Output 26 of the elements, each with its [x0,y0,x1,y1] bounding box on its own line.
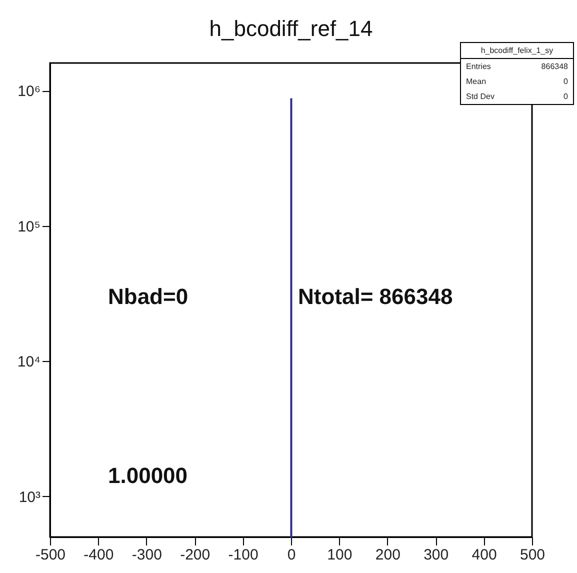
x-tick-label: 300 [424,546,449,564]
annotation: Nbad=0 [108,284,188,309]
annotation: Ntotal= 866348 [298,284,453,309]
x-tick-label: -300 [132,546,162,564]
y-tick-label: 10⁴ [17,354,40,371]
text: 866348 [541,62,568,71]
x-tick-label: -100 [228,546,258,564]
annotation: Mean [466,77,486,86]
x-tick-label: -500 [35,546,66,564]
x-tick-label: 400 [472,546,497,564]
annotation: Std Dev [466,92,494,101]
x-tick-label: 200 [375,546,400,564]
x-tick-label: -400 [84,546,114,564]
y-tick-label: 10⁶ [18,83,40,100]
annotation: 1.00000 [108,463,188,488]
x-tick-label: 500 [520,546,546,564]
x-tick-label: 0 [287,546,296,564]
x-tick-label: -200 [180,546,210,564]
x-tick-label: 100 [327,546,352,564]
chart-title: h_bcodiff_ref_14 [209,16,373,41]
y-tick-label: 10⁵ [18,218,40,236]
annotation: Entries [466,62,491,71]
text: 0 [564,92,568,101]
text: h_bcodiff_felix_1_sy [461,43,573,59]
text: 0 [564,77,568,86]
y-tick-label: 10³ [18,488,40,506]
